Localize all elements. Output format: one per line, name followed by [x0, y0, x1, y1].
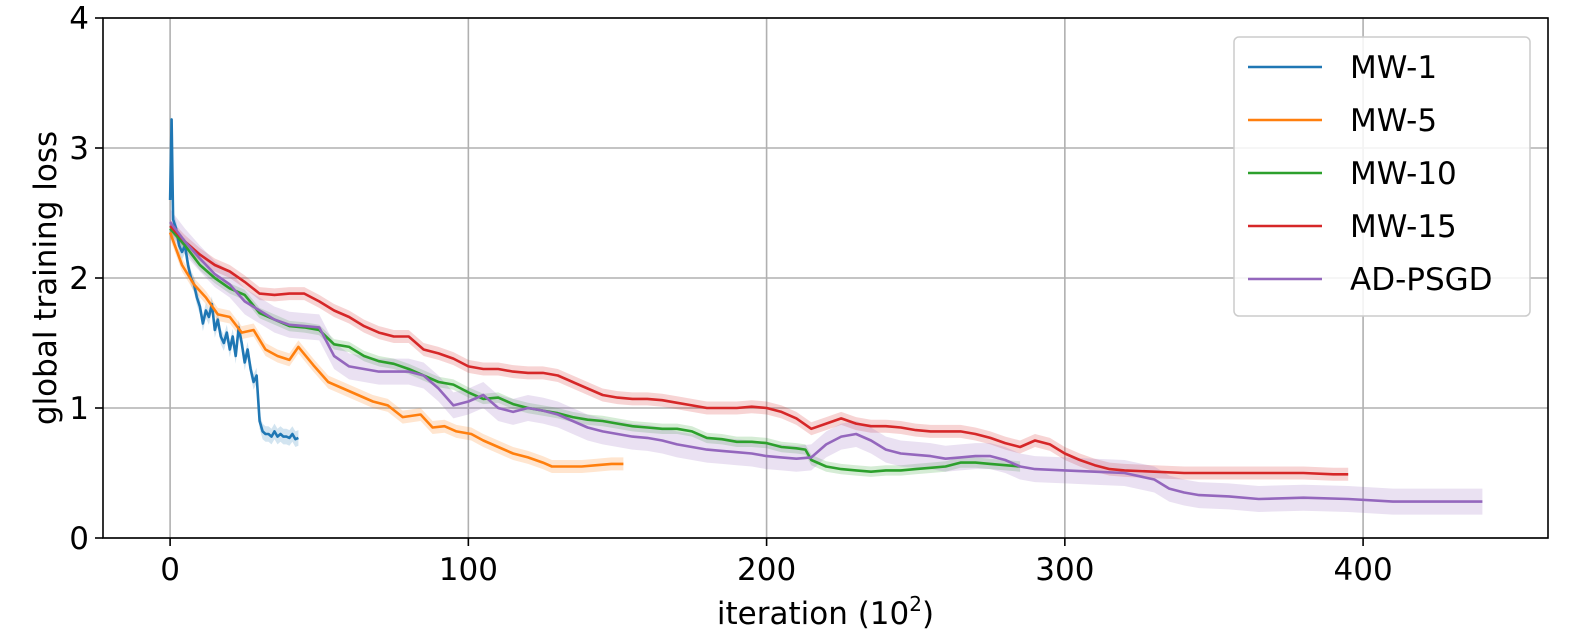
- y-tick-label: 0: [69, 521, 89, 557]
- legend-label-1: MW-5: [1350, 103, 1437, 139]
- series-line-4: [169, 221, 1483, 503]
- series-band-4: [170, 209, 1483, 515]
- y-axis-title: global training loss: [28, 131, 64, 425]
- y-tick-label: 3: [69, 131, 89, 167]
- x-axis-title-superscript: 2: [909, 592, 922, 616]
- x-tick-label: 100: [439, 552, 498, 588]
- x-axis-title-close: ): [922, 596, 934, 632]
- x-axis-ticks: 0 100 200 300 400: [160, 538, 1393, 588]
- x-tick-label: 200: [737, 552, 796, 588]
- series-line-0: [168, 118, 299, 441]
- legend-label-0: MW-1: [1350, 50, 1437, 86]
- series-lines: [168, 118, 1483, 503]
- series-line-1: [168, 232, 624, 468]
- y-tick-label: 2: [69, 261, 89, 297]
- legend-label-3: MW-15: [1350, 209, 1457, 245]
- confidence-bands: [170, 111, 1483, 515]
- legend-label-2: MW-10: [1350, 156, 1457, 192]
- x-axis-title-main: iteration (10: [717, 596, 909, 632]
- series-line-2: [169, 227, 1021, 474]
- x-axis-title: iteration (102): [717, 592, 934, 632]
- x-tick-label: 0: [160, 552, 180, 588]
- y-tick-label: 4: [69, 1, 89, 37]
- series-band-1: [170, 226, 624, 473]
- legend-label-4: AD-PSGD: [1350, 262, 1493, 298]
- series-band-2: [170, 223, 1021, 477]
- series-line-3: [169, 225, 1349, 476]
- y-axis-ticks: 0 1 2 3 4: [69, 1, 103, 557]
- legend: MW-1 MW-5 MW-10 MW-15 AD-PSGD: [1233, 36, 1531, 317]
- legend-box: [1233, 36, 1531, 317]
- x-tick-label: 400: [1334, 552, 1393, 588]
- y-tick-label: 1: [69, 391, 89, 427]
- x-tick-label: 300: [1035, 552, 1094, 588]
